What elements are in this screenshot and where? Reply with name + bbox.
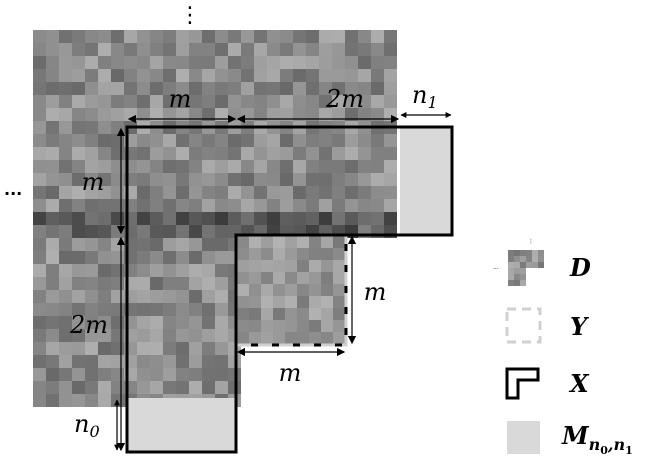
legend-x-label: X xyxy=(568,369,590,398)
region-x-outline xyxy=(125,125,454,454)
ellipsis-left: ··· xyxy=(4,184,22,203)
svg-text:⋮: ⋮ xyxy=(528,238,534,245)
texture-image-d xyxy=(33,30,397,407)
label-2m-left: 2m xyxy=(69,311,108,339)
legend-m-label: Mn0,n1 xyxy=(561,421,633,457)
legend-x-swatch xyxy=(505,367,540,400)
svg-text:···: ··· xyxy=(493,266,499,273)
label-m-right: m xyxy=(364,278,387,306)
legend-y-label: Y xyxy=(570,312,590,341)
label-2m-top: 2m xyxy=(325,85,364,113)
dimension-arrows xyxy=(114,112,452,452)
mask-region-bottom xyxy=(127,398,236,452)
ellipsis-top: ⋮ xyxy=(179,3,201,28)
label-m-left: m xyxy=(82,168,105,196)
legend: ⋮ ··· D Y X Mn0,n1 xyxy=(493,238,633,457)
label-m-bottom: m xyxy=(279,359,302,387)
legend-d-label: D xyxy=(569,253,591,282)
legend-y-swatch xyxy=(505,307,542,344)
legend-m-swatch xyxy=(507,421,540,454)
legend-d-swatch: ⋮ ··· xyxy=(493,238,544,286)
label-m-top: m xyxy=(169,85,192,113)
label-n0: n0 xyxy=(74,410,100,441)
mask-region-right xyxy=(400,127,452,235)
label-n1: n1 xyxy=(412,81,438,112)
